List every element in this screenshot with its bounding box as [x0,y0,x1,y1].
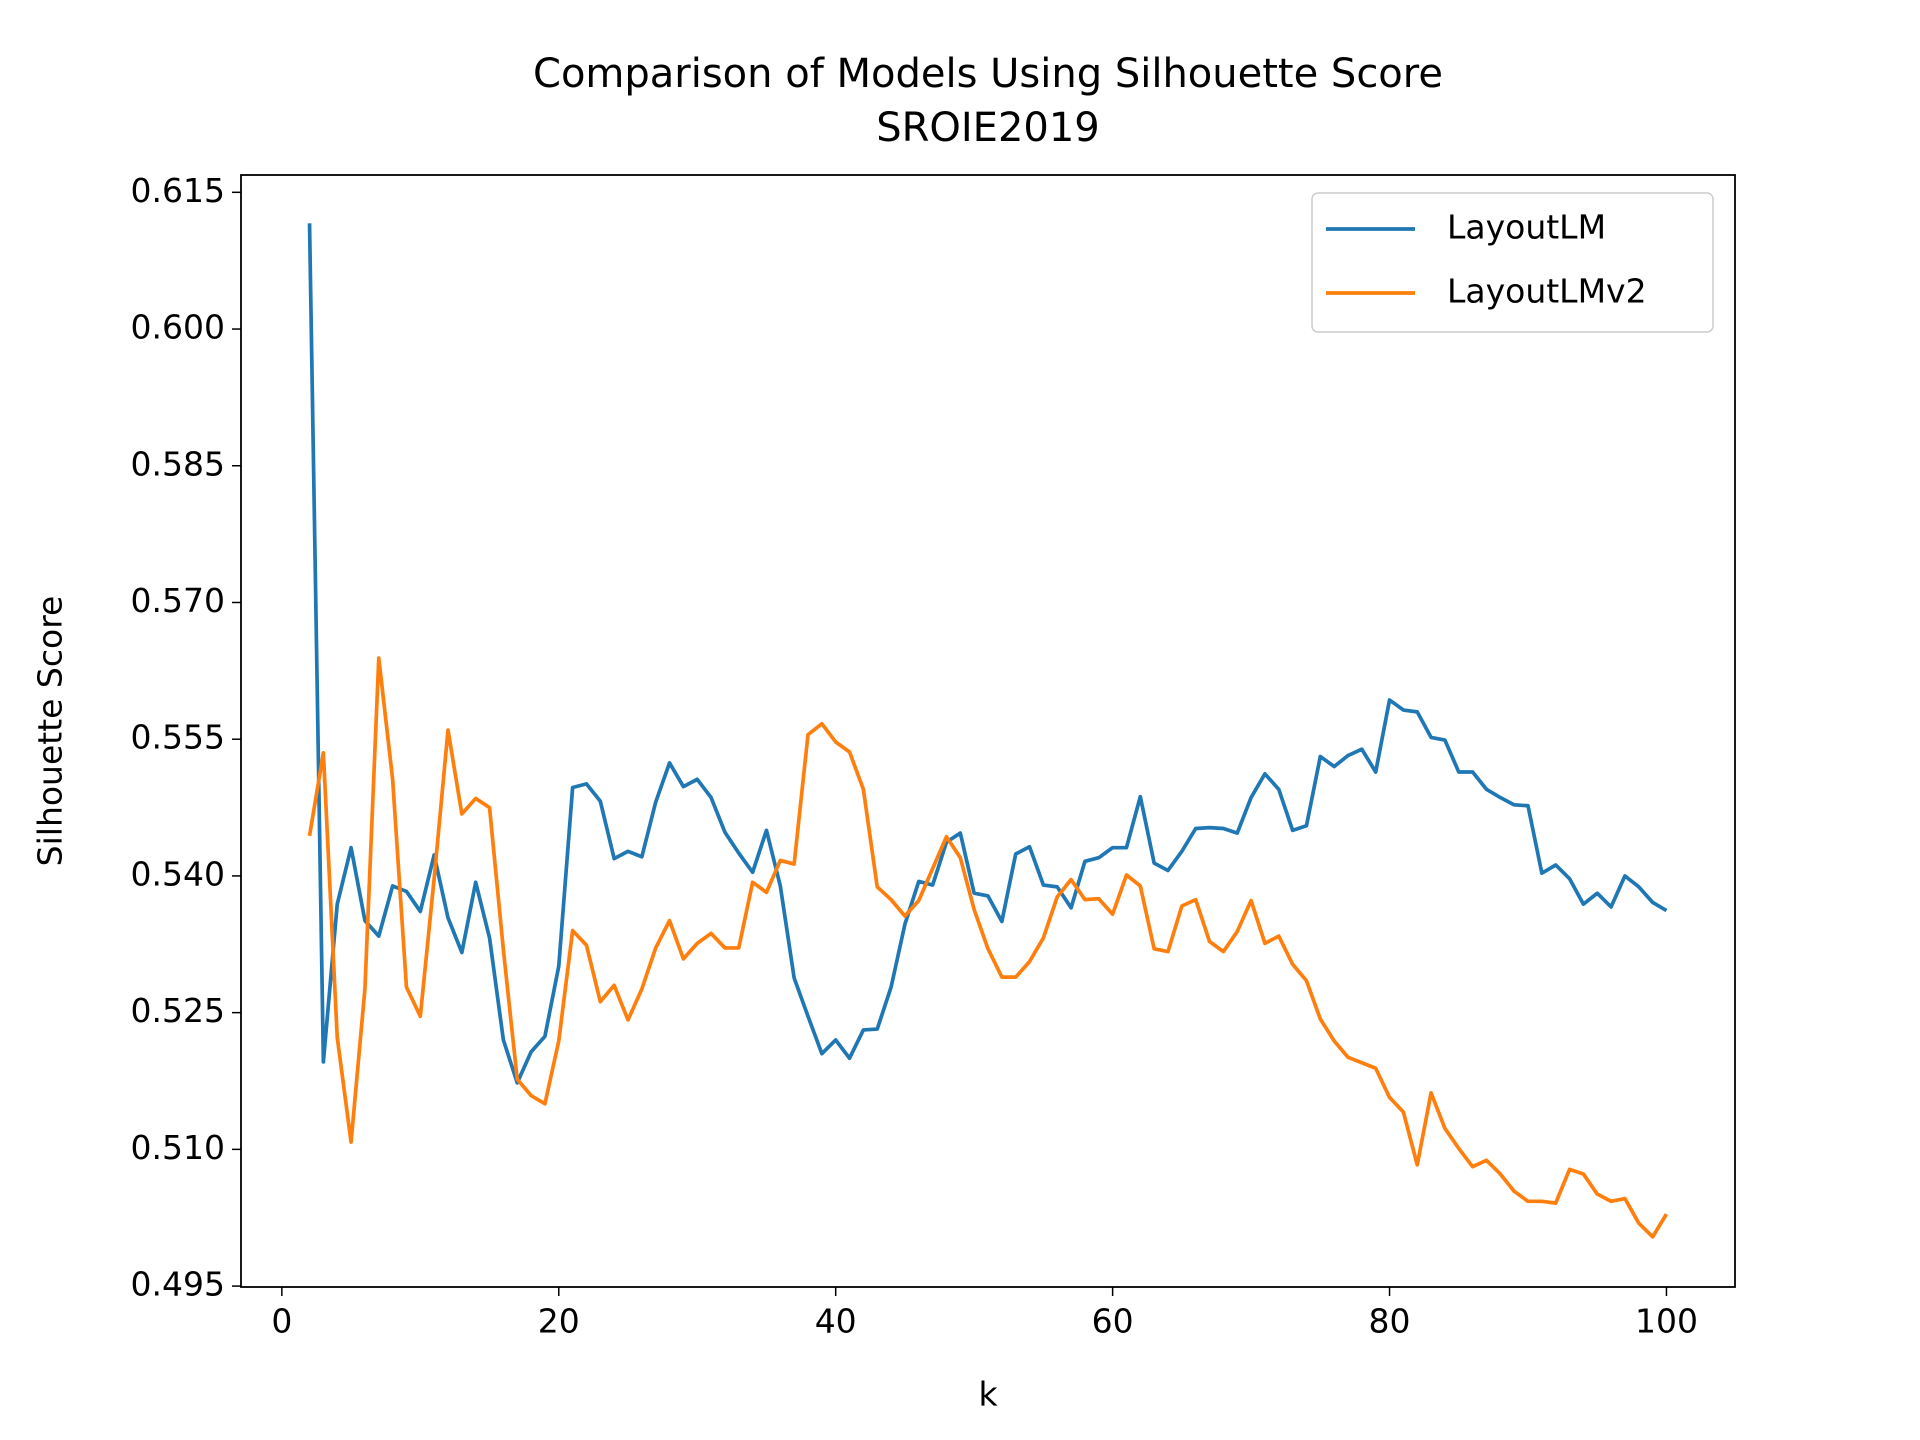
y-tick-label: 0.585 [131,444,225,483]
x-tick-label: 20 [538,1302,580,1341]
y-tick-label: 0.570 [131,581,225,620]
x-tick-label: 80 [1369,1302,1411,1341]
y-tick-label: 0.600 [131,308,225,347]
y-tick-label: 0.615 [131,171,225,210]
plot-frame [240,174,1736,1288]
x-tick-label: 40 [815,1302,857,1341]
y-tick-label: 0.555 [131,718,225,757]
x-tick-label: 100 [1635,1302,1698,1341]
y-axis-label: Silhouette Score [31,596,70,867]
x-tick-label: 0 [271,1302,292,1341]
chart-title: Comparison of Models Using Silhouette Sc… [533,51,1443,97]
x-axis-label: k [978,1375,998,1414]
y-tick-label: 0.510 [131,1128,225,1167]
legend-label: LayoutLM [1447,208,1606,247]
legend-label: LayoutLMv2 [1447,272,1647,311]
y-tick-label: 0.540 [131,854,225,893]
data-line [307,656,1669,1239]
y-tick-label: 0.525 [131,991,225,1030]
data-line [307,223,1668,1085]
y-tick-label: 0.495 [131,1265,225,1304]
chart-subtitle: SROIE2019 [876,105,1100,151]
x-tick-label: 60 [1092,1302,1134,1341]
